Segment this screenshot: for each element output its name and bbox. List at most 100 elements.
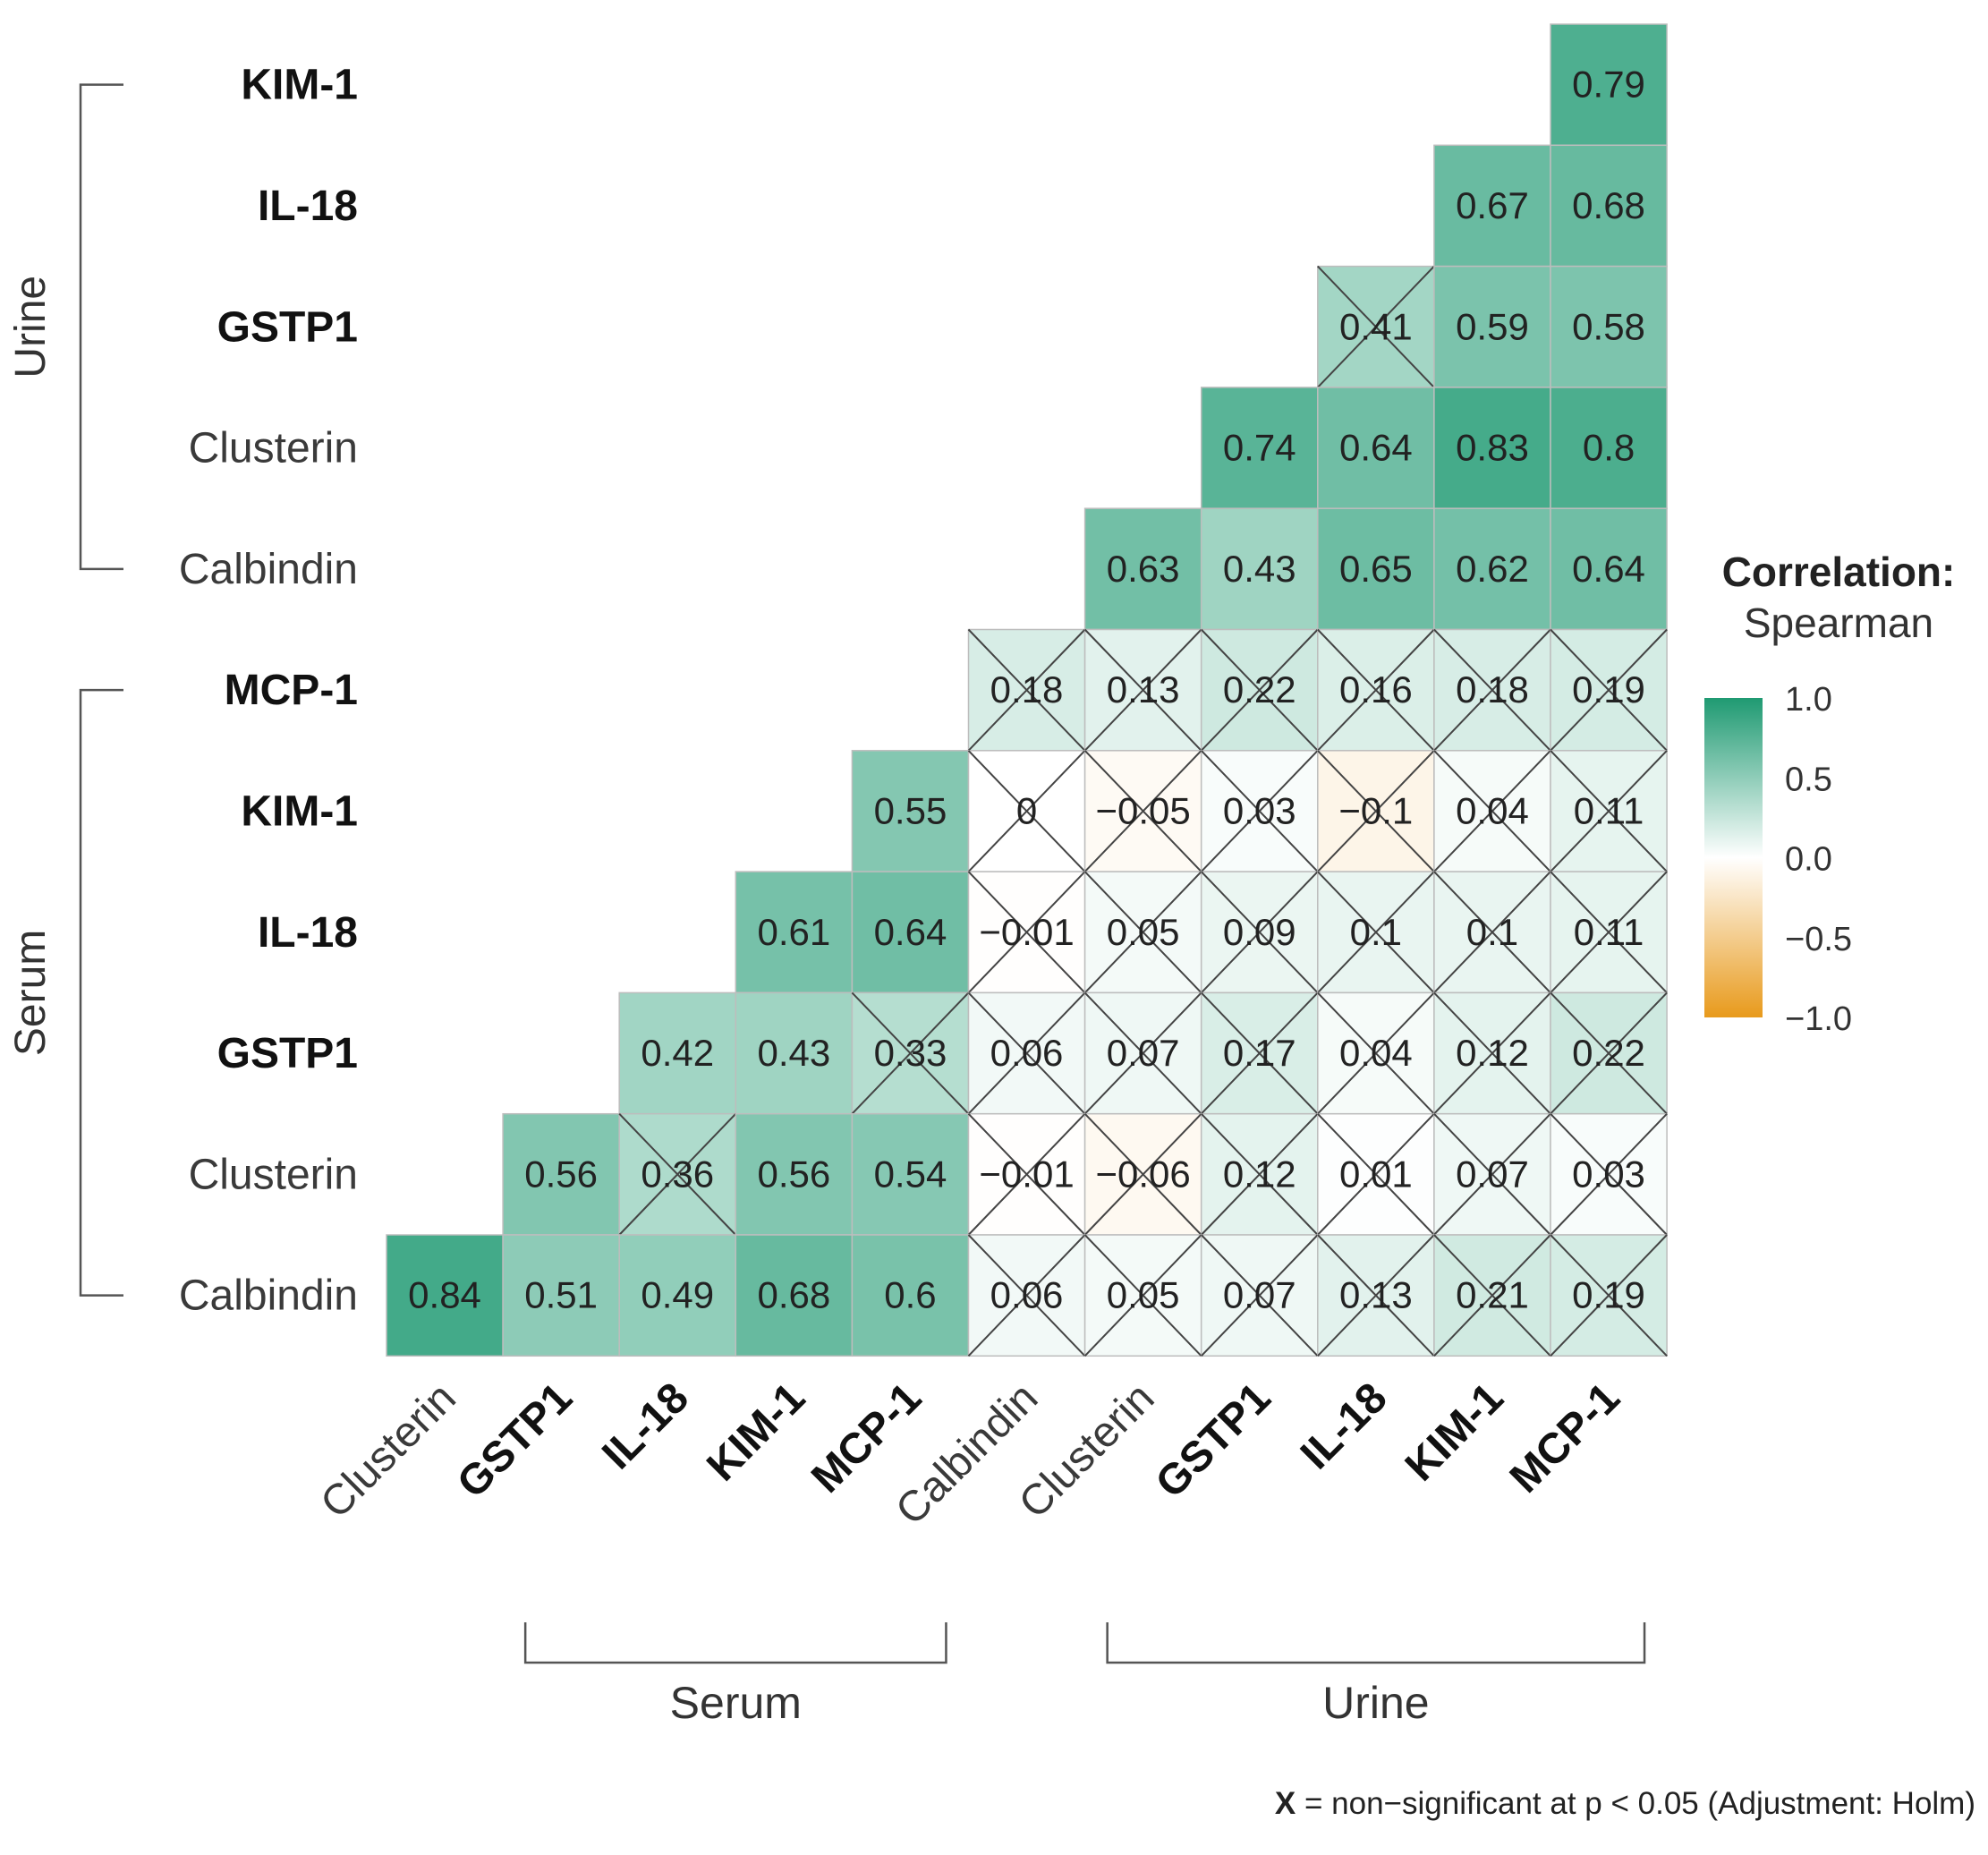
- nonsig-cross-line: [1317, 871, 1435, 994]
- column-group-label: Urine: [1322, 1678, 1429, 1728]
- row-label: IL-18: [258, 909, 358, 957]
- column-label: GSTP1: [1147, 1374, 1280, 1508]
- heatmap-cell: 0.43: [735, 991, 854, 1115]
- cell-value-label: 0.33: [874, 1032, 947, 1074]
- cell-value-label: −0.06: [1096, 1153, 1191, 1195]
- cell-value-label: 0.8: [1583, 427, 1635, 469]
- cell-value-label: 0.22: [1223, 668, 1296, 711]
- cell-rect: [1083, 507, 1202, 631]
- cell-rect: [386, 1234, 504, 1357]
- row-label: GSTP1: [217, 303, 358, 351]
- heatmap-cell: 0.56: [735, 1112, 854, 1236]
- nonsig-cross-line: [1433, 750, 1551, 872]
- column-label: Clusterin: [311, 1374, 464, 1527]
- heatmap-cell: 0.64: [851, 871, 970, 994]
- legend-tick-label: 0.0: [1785, 841, 1832, 879]
- heatmap-cell: 0.49: [618, 1234, 737, 1357]
- cell-value-label: 0.05: [1107, 911, 1180, 953]
- heatmap-cell: 0.12: [1433, 991, 1551, 1115]
- nonsig-cross-line: [1083, 750, 1202, 872]
- cell-value-label: 0.43: [757, 1032, 830, 1074]
- column-group-bracket: [523, 1622, 947, 1664]
- cell-value-label: 0.63: [1107, 548, 1180, 590]
- cell-value-label: 0.07: [1456, 1153, 1529, 1195]
- column-label: KIM-1: [1397, 1374, 1513, 1491]
- cell-rect: [851, 1112, 970, 1236]
- heatmap-cell: 0.55: [851, 750, 970, 872]
- cell-value-label: 0.84: [408, 1274, 481, 1316]
- column-label: GSTP1: [448, 1374, 582, 1508]
- heatmap-cell: 0.06: [967, 1234, 1086, 1357]
- cell-value-label: 0.64: [874, 911, 947, 953]
- heatmap-cell: 0.64: [1317, 387, 1435, 509]
- heatmap-cell: 0.79: [1550, 23, 1668, 147]
- nonsig-cross-line: [1083, 628, 1202, 752]
- row-label: MCP-1: [225, 667, 358, 714]
- heatmap-cell: 0.05: [1083, 1234, 1202, 1357]
- column-label: MCP-1: [1501, 1374, 1629, 1502]
- heatmap-cell: 0.09: [1200, 871, 1319, 994]
- column-group-bracket: [1106, 1622, 1646, 1664]
- nonsig-cross-line: [1317, 265, 1435, 388]
- heatmap-cell: −0.05: [1083, 750, 1202, 872]
- nonsig-cross-line: [1550, 1234, 1668, 1357]
- cell-value-label: 0.09: [1223, 911, 1296, 953]
- cell-value-label: 0.07: [1223, 1274, 1296, 1316]
- cell-value-label: 0.1: [1466, 911, 1518, 953]
- cell-value-label: 0: [1016, 789, 1037, 831]
- heatmap-cell: 0.67: [1433, 144, 1551, 268]
- cell-value-label: 0.64: [1572, 548, 1645, 590]
- heatmap-cell: −0.1: [1317, 750, 1435, 872]
- cell-value-label: 0.17: [1223, 1032, 1296, 1074]
- nonsig-cross-line: [967, 1113, 1086, 1236]
- nonsig-cross-line: [1550, 628, 1668, 752]
- cell-rect: [851, 871, 970, 994]
- cell-value-label: 0.42: [641, 1032, 714, 1074]
- heatmap-cell: 0.03: [1550, 1112, 1668, 1236]
- nonsig-cross-line: [1317, 991, 1435, 1115]
- legend-tick-label: −0.5: [1785, 921, 1852, 958]
- cell-rect: [1317, 507, 1435, 631]
- heatmap-cell: 0.04: [1433, 750, 1551, 872]
- row-labels: KIM-1 IL-18 GSTP1 Clusterin Calbindin MCP-1 KI…: [179, 62, 358, 1320]
- cell-value-label: 0.18: [1456, 668, 1529, 711]
- row-label: KIM-1: [241, 787, 358, 835]
- heatmap-cell: −0.01: [967, 1112, 1086, 1236]
- cell-value-label: 0.61: [757, 911, 830, 953]
- heatmap-cell: 0.11: [1550, 750, 1668, 872]
- row-label: Clusterin: [189, 1151, 358, 1198]
- heatmap-cell: 0.1: [1317, 871, 1435, 994]
- cell-rect: [1433, 144, 1551, 268]
- nonsig-cross-line: [967, 750, 1086, 872]
- nonsig-cross-line: [1433, 1113, 1551, 1236]
- nonsig-cross-line: [1433, 991, 1551, 1115]
- cell-value-label: 0.1: [1350, 911, 1402, 953]
- cell-value-label: 0.58: [1572, 305, 1645, 347]
- cell-value-label: 0.56: [524, 1153, 598, 1195]
- nonsig-cross-line: [1433, 871, 1551, 994]
- cell-rect: [1550, 23, 1668, 147]
- cell-value-label: 0.41: [1339, 305, 1413, 347]
- nonsig-cross-line: [1550, 991, 1668, 1115]
- row-label: GSTP1: [217, 1030, 358, 1077]
- nonsig-cross-line: [1317, 1234, 1435, 1357]
- cell-value-label: 0.04: [1456, 789, 1529, 831]
- cell-value-label: 0.03: [1572, 1153, 1645, 1195]
- nonsig-cross-line: [1200, 991, 1319, 1115]
- legend-tick-label: 1.0: [1785, 681, 1832, 719]
- heatmap-cell: 0.13: [1317, 1234, 1435, 1357]
- heatmap-cell: 0.56: [502, 1112, 620, 1236]
- heatmap-cell: 0.03: [1200, 750, 1319, 872]
- legend-tick-label: 0.5: [1785, 761, 1832, 798]
- cell-value-label: 0.13: [1107, 668, 1180, 711]
- heatmap-cell: 0.16: [1317, 628, 1435, 752]
- heatmap-cell: 0.19: [1550, 628, 1668, 752]
- heatmap-cell: 0.61: [735, 871, 854, 994]
- legend-title-line1: Correlation:: [1722, 549, 1956, 595]
- cell-value-label: 0.74: [1223, 427, 1296, 469]
- cell-value-label: 0.19: [1572, 668, 1645, 711]
- cell-rect: [1433, 507, 1551, 631]
- cell-value-label: 0.07: [1107, 1032, 1180, 1074]
- row-label: IL-18: [258, 183, 358, 230]
